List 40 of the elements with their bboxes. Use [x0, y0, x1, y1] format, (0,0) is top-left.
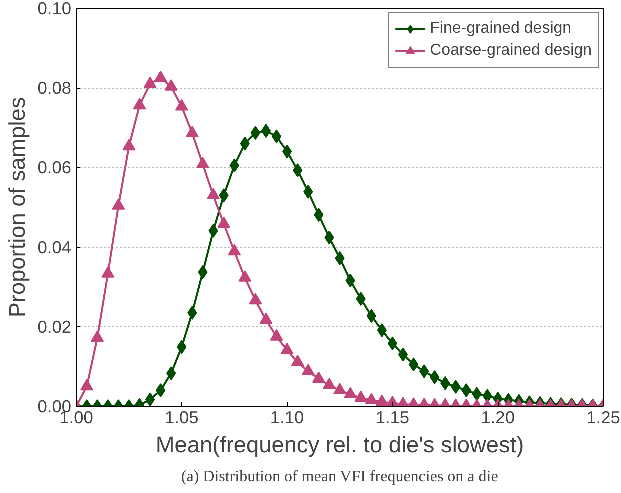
- point: [228, 244, 242, 256]
- y-axis-title: Proportion of samples: [4, 97, 30, 318]
- x-tick-label: 1.05: [165, 408, 199, 428]
- point: [102, 266, 115, 278]
- point: [354, 390, 368, 402]
- y-tick-label: 0.02: [38, 316, 72, 337]
- point: [260, 312, 273, 324]
- point: [282, 144, 292, 159]
- point: [365, 393, 378, 404]
- y-tick-label: 0.08: [38, 78, 72, 98]
- point: [270, 329, 284, 341]
- point: [312, 372, 326, 383]
- point: [261, 124, 272, 138]
- point: [302, 364, 315, 376]
- x-tick-label: 1.20: [481, 408, 515, 428]
- point: [250, 126, 261, 140]
- point: [112, 198, 126, 210]
- point: [91, 330, 104, 342]
- point: [334, 383, 346, 395]
- point: [272, 130, 282, 144]
- point: [376, 394, 389, 406]
- point: [280, 342, 294, 354]
- x-axis-title: Mean(frequency rel. to die's slowest): [156, 432, 524, 458]
- point: [238, 270, 252, 282]
- point: [249, 293, 262, 305]
- x-tick-label: 1.15: [376, 408, 410, 428]
- point: [291, 354, 304, 366]
- point: [322, 378, 336, 390]
- legend-label: Coarse-grained design: [430, 42, 592, 60]
- point: [344, 387, 358, 399]
- text: (a) Distribution of mean VFI frequencies on a die: [181, 468, 498, 486]
- x-tick-label: 1.10: [270, 408, 304, 428]
- y-tick-label: 0.06: [38, 158, 72, 178]
- point: [80, 379, 94, 391]
- x-tick-label: 1.25: [586, 408, 620, 428]
- point: [218, 216, 231, 228]
- y-tick-label: 0.04: [38, 237, 72, 258]
- legend-label: Fine-grained design: [430, 20, 572, 38]
- point: [207, 188, 220, 200]
- y-tick-label: 0.10: [38, 0, 72, 18]
